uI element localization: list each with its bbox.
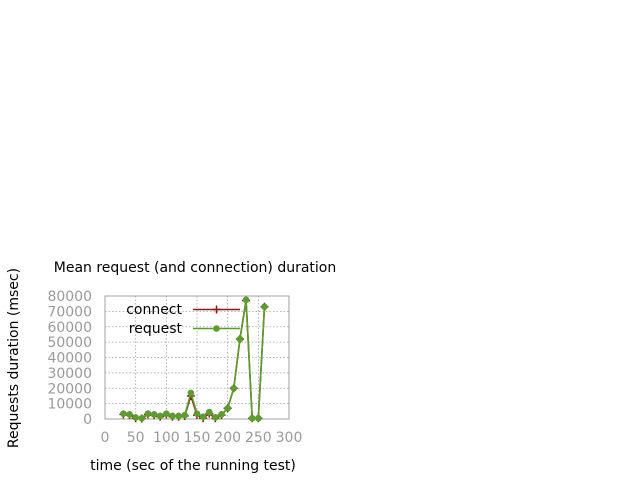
legend-label-request: request [129, 321, 183, 337]
data-point-request [212, 414, 219, 421]
legend-marker-request [213, 325, 220, 332]
y-tick-label: 10000 [47, 397, 92, 413]
data-point-request [126, 411, 133, 418]
data-point-request [242, 296, 250, 304]
x-tick-label: 200 [214, 430, 241, 446]
data-point-request [230, 384, 238, 392]
data-point-request [236, 335, 244, 343]
data-point-request [205, 408, 213, 416]
data-point-request [120, 410, 127, 417]
grid [105, 296, 289, 419]
data-point-request [255, 414, 262, 422]
data-point-request [193, 410, 201, 417]
x-axis-ticks: 0 50 100 150 200 250 300 [101, 430, 303, 446]
y-tick-label: 60000 [47, 320, 92, 336]
data-point-request [187, 389, 195, 397]
y-tick-label: 80000 [47, 289, 92, 305]
data-point-request [224, 404, 231, 412]
data-point-request [156, 412, 164, 420]
legend: connect request [126, 302, 240, 337]
x-tick-label: 250 [245, 430, 272, 446]
data-point-request [199, 413, 207, 420]
data-point-request [132, 414, 139, 421]
data-point-request [218, 411, 225, 418]
data-point-request [163, 410, 170, 417]
y-tick-label: 40000 [47, 351, 92, 367]
data-point-request [175, 412, 182, 420]
data-point-request [248, 414, 256, 422]
y-axis-ticks: 0100002000030000400005000060000700008000… [47, 289, 92, 428]
y-tick-label: 20000 [47, 381, 92, 397]
x-tick-label: 300 [276, 430, 303, 446]
y-axis-label: Requests duration (msec) [6, 268, 22, 448]
x-tick-label: 150 [184, 430, 211, 446]
legend-label-connect: connect [126, 302, 182, 318]
data-point-request [261, 303, 268, 311]
x-tick-label: 50 [127, 430, 145, 446]
x-tick-label: 100 [153, 430, 180, 446]
data-point-request [144, 410, 152, 417]
y-tick-label: 50000 [47, 335, 92, 351]
x-tick-label: 0 [101, 430, 110, 446]
legend-swatch-request [193, 325, 240, 332]
y-tick-label: 0 [83, 412, 92, 428]
y-tick-label: 30000 [47, 366, 92, 382]
chart-title: Mean request (and connection) duration [54, 260, 336, 276]
y-tick-label: 70000 [47, 304, 92, 320]
data-point-request [138, 414, 146, 422]
x-axis-label: time (sec of the running test) [90, 458, 296, 474]
legend-marker-connect [212, 305, 221, 314]
series-layer [119, 296, 269, 423]
series-request [120, 296, 268, 422]
data-point-request [169, 412, 176, 420]
data-point-request [150, 411, 158, 418]
data-point-request [181, 411, 189, 419]
legend-swatch-connect [193, 305, 240, 314]
